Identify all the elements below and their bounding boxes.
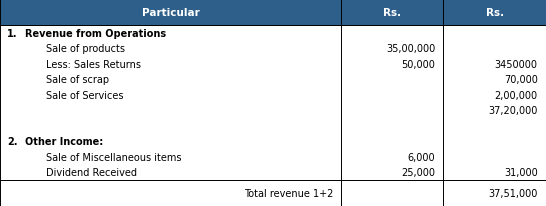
Text: Other Income:: Other Income: [25,136,103,146]
Text: 1.: 1. [7,29,17,39]
Bar [0,26,546,180]
Text: Less: Sales Returns: Less: Sales Returns [46,60,141,70]
Bar [0,180,546,206]
Text: 31,000: 31,000 [504,167,538,177]
Text: Rs.: Rs. [485,8,504,18]
Text: 6,000: 6,000 [407,152,435,162]
Text: 2,00,000: 2,00,000 [495,90,538,100]
Text: 37,51,000: 37,51,000 [489,188,538,198]
Text: Revenue from Operations: Revenue from Operations [25,29,165,39]
Text: 70,000: 70,000 [504,75,538,85]
Text: 37,20,000: 37,20,000 [489,106,538,116]
Text: 3450000: 3450000 [495,60,538,70]
Text: 35,00,000: 35,00,000 [386,44,435,54]
Text: 2.: 2. [7,136,17,146]
Text: 25,000: 25,000 [401,167,435,177]
Text: Sale of Services: Sale of Services [46,90,124,100]
Text: Rs.: Rs. [383,8,401,18]
Text: Particular: Particular [142,8,199,18]
Bar [0,0,546,26]
Text: Sale of Miscellaneous items: Sale of Miscellaneous items [46,152,182,162]
Text: Sale of products: Sale of products [46,44,126,54]
Text: Total revenue 1+2: Total revenue 1+2 [244,188,333,198]
Text: 50,000: 50,000 [401,60,435,70]
Text: Sale of scrap: Sale of scrap [46,75,110,85]
Text: Dividend Received: Dividend Received [46,167,138,177]
